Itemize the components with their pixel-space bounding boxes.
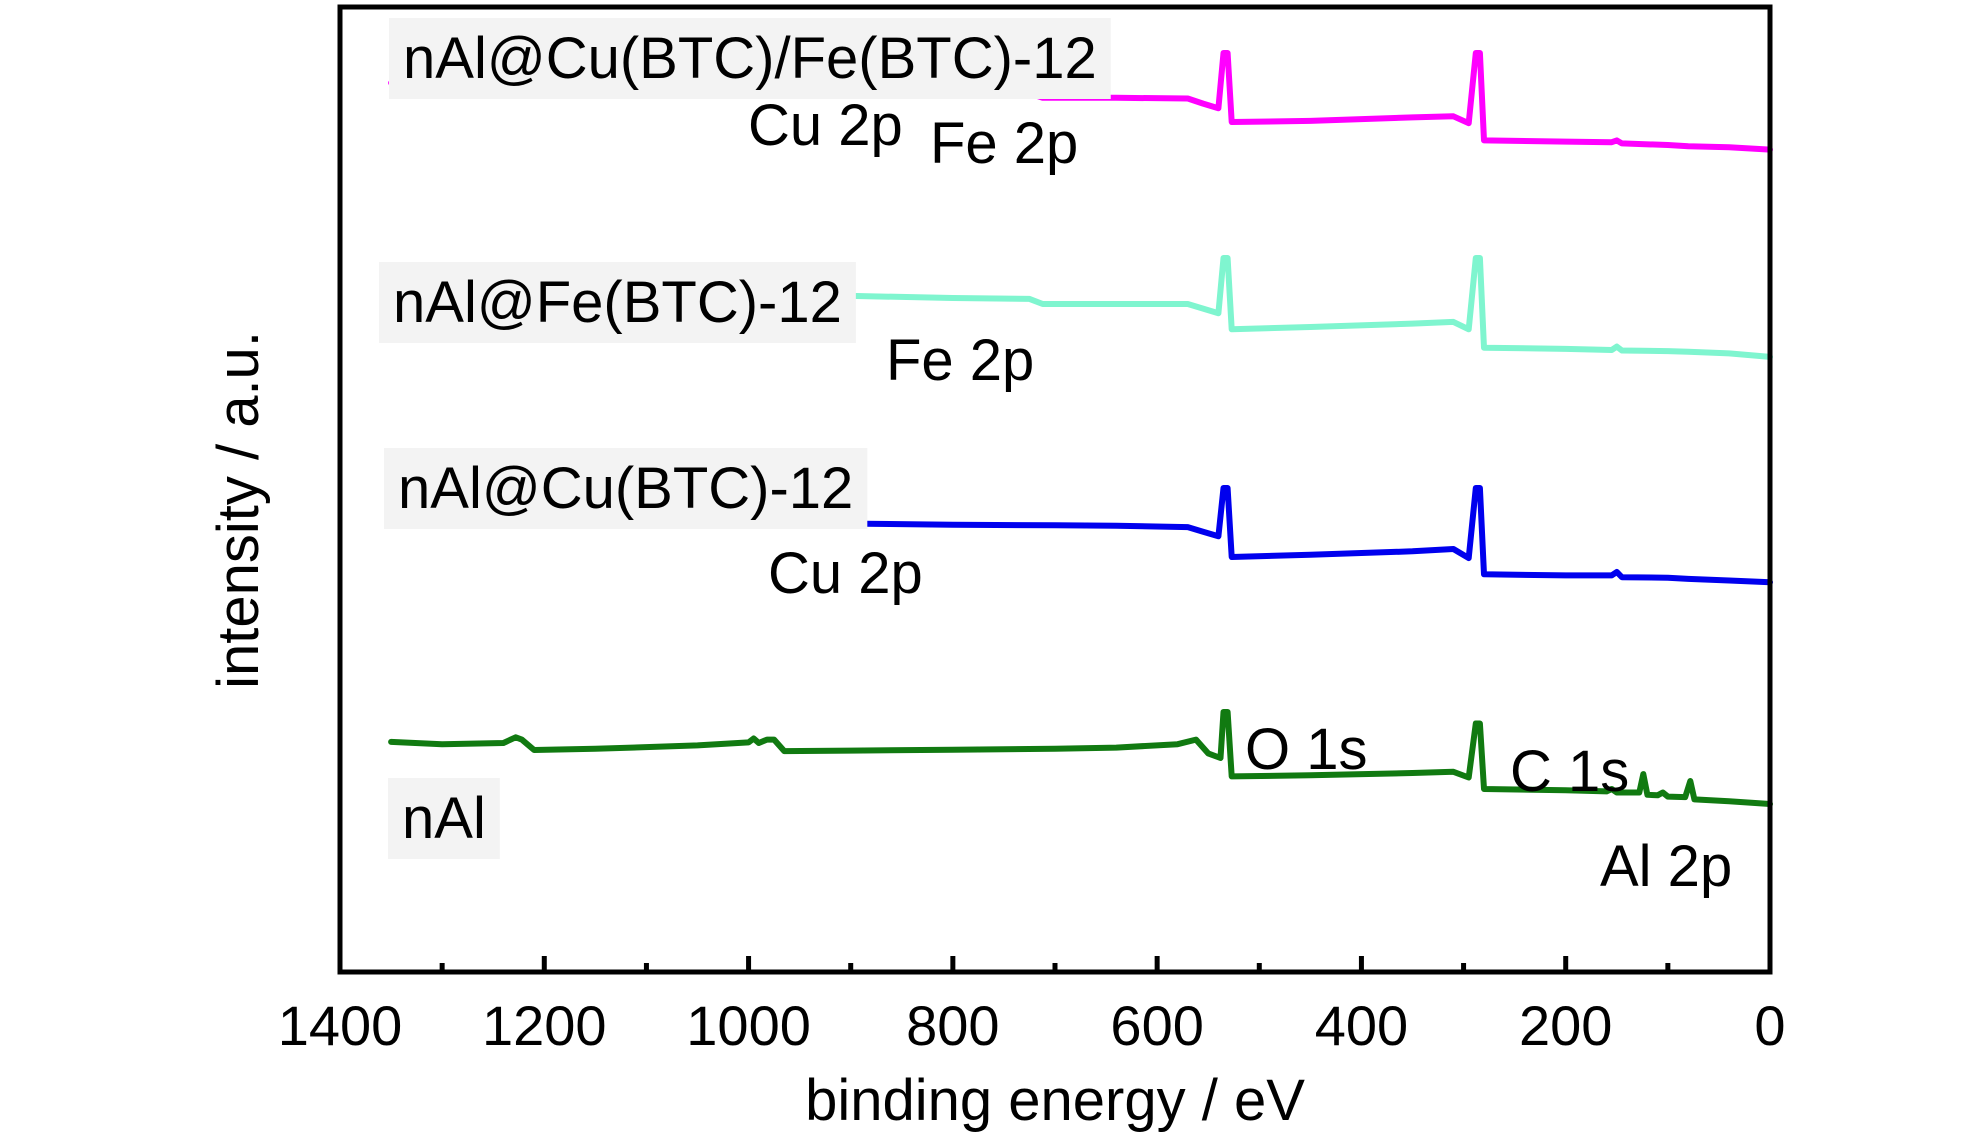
- series-label-group-0: nAl@Cu(BTC)/Fe(BTC)-12: [389, 18, 1111, 99]
- tick-layer: 1400 1200 1000 800 600 400 200 0: [278, 956, 1786, 1057]
- x-tick-label-200: 200: [1519, 994, 1612, 1057]
- x-tick-label-1000: 1000: [686, 994, 811, 1057]
- series-label-bg-1: [379, 262, 856, 343]
- series-label-group-2: nAl@Cu(BTC)-12: [384, 448, 868, 529]
- x-tick-label-1400: 1400: [278, 994, 403, 1057]
- x-tick-label-400: 400: [1315, 994, 1408, 1057]
- series-label-bg-2: [384, 448, 868, 529]
- peak-label-cu-2p-0: Cu 2p: [748, 93, 903, 158]
- peak-label-o-1s-4: O 1s: [1245, 717, 1368, 782]
- series-label-3: nAl: [402, 786, 486, 851]
- x-tick-label-800: 800: [906, 994, 999, 1057]
- series-label-bg-3: [388, 778, 500, 859]
- series-label-0: nAl@Cu(BTC)/Fe(BTC)-12: [403, 26, 1097, 91]
- series-label-1: nAl@Fe(BTC)-12: [393, 270, 842, 335]
- label-layer: nAl@Cu(BTC)/Fe(BTC)-12 nAl@Fe(BTC)-12 nAl@…: [379, 18, 1732, 899]
- peak-label-cu-2p-3: Cu 2p: [768, 541, 923, 606]
- x-tick-label-0: 0: [1754, 994, 1785, 1057]
- x-axis-label: binding energy / eV: [805, 1068, 1305, 1133]
- y-axis-label: intensity / a.u.: [206, 331, 271, 689]
- series-label-group-3: nAl: [388, 778, 500, 859]
- series-label-group-1: nAl@Fe(BTC)-12: [379, 262, 856, 343]
- series-line-3: [388, 709, 1773, 807]
- x-tick-label-1200: 1200: [482, 994, 607, 1057]
- peak-label-c-1s-5: C 1s: [1510, 739, 1629, 804]
- series-layer: [388, 50, 1773, 807]
- peak-label-fe-2p-2: Fe 2p: [886, 328, 1034, 393]
- peak-label-al-2p-6: Al 2p: [1600, 834, 1732, 899]
- peak-label-fe-2p-1: Fe 2p: [930, 111, 1078, 176]
- x-tick-label-600: 600: [1110, 994, 1203, 1057]
- series-label-2: nAl@Cu(BTC)-12: [398, 456, 853, 521]
- series-label-bg-0: [389, 18, 1111, 99]
